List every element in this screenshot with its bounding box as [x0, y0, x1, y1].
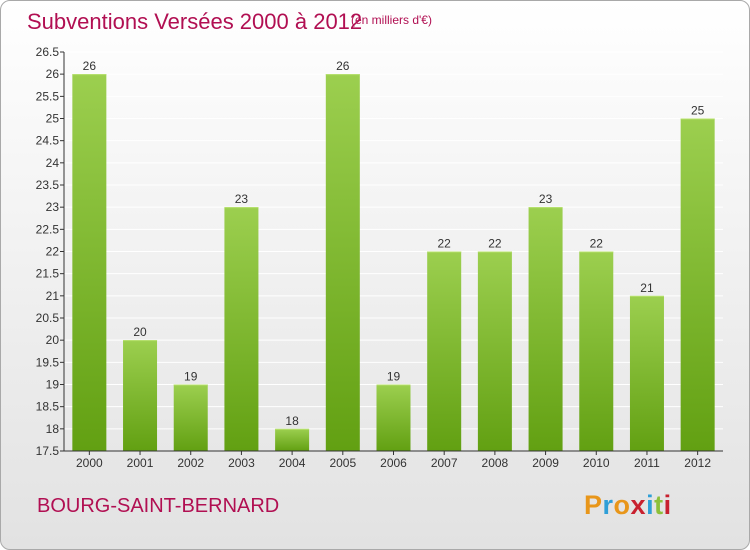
- logo-letter: P: [584, 490, 603, 520]
- x-tick-label: 2005: [329, 456, 356, 470]
- y-tick-label: 18: [46, 422, 60, 436]
- x-tick-label: 2000: [76, 456, 103, 470]
- y-tick-label: 19.5: [36, 355, 60, 369]
- data-label: 22: [438, 237, 452, 251]
- bar: [579, 251, 614, 451]
- data-label: 18: [285, 414, 299, 428]
- data-label: 19: [184, 370, 198, 384]
- x-tick-label: 2010: [583, 456, 610, 470]
- x-tick-label: 2007: [431, 456, 458, 470]
- y-tick-label: 18.5: [36, 400, 60, 414]
- x-tick-label: 2011: [634, 456, 660, 470]
- data-label: 21: [640, 281, 654, 295]
- data-label: 23: [539, 192, 553, 206]
- data-label: 26: [83, 59, 97, 73]
- bar: [629, 295, 664, 451]
- logo-letter: i: [663, 490, 672, 520]
- logo-letter: x: [630, 490, 647, 520]
- x-tick-label: 2002: [177, 456, 204, 470]
- logo-letter: i: [646, 490, 655, 520]
- y-tick-label: 26.5: [36, 45, 60, 59]
- bar: [72, 74, 107, 452]
- data-label: 22: [590, 237, 604, 251]
- y-tick-label: 22: [46, 245, 60, 259]
- data-label: 19: [387, 370, 401, 384]
- x-tick-label: 2006: [380, 456, 407, 470]
- y-tick-label: 17.5: [36, 444, 60, 458]
- y-tick-label: 22.5: [36, 222, 60, 236]
- x-tick-label: 2008: [482, 456, 509, 470]
- bar: [224, 207, 259, 451]
- data-label: 22: [488, 237, 502, 251]
- bar: [427, 251, 462, 451]
- bar: [680, 118, 715, 451]
- x-tick-label: 2004: [279, 456, 306, 470]
- y-tick-label: 20: [46, 333, 60, 347]
- logo-letter: o: [613, 490, 631, 520]
- y-tick-label: 24: [46, 156, 60, 170]
- bar: [275, 428, 310, 451]
- y-tick-label: 21: [46, 289, 60, 303]
- data-label: 26: [336, 59, 350, 73]
- bar: [376, 384, 411, 451]
- x-tick-label: 2012: [684, 456, 711, 470]
- y-tick-label: 23: [46, 200, 60, 214]
- commune-name: BOURG-SAINT-BERNARD: [37, 495, 280, 517]
- proxiti-logo: Proxiti: [584, 490, 672, 521]
- bar: [528, 207, 563, 451]
- data-label: 20: [133, 325, 147, 339]
- bar: [123, 340, 158, 451]
- y-tick-label: 24.5: [36, 134, 60, 148]
- bar: [173, 384, 208, 451]
- bar: [325, 74, 360, 452]
- chart-title: Subventions Versées 2000 à 2012: [27, 9, 363, 34]
- y-tick-label: 21.5: [36, 267, 60, 281]
- data-label: 25: [691, 104, 705, 118]
- y-tick-label: 23.5: [36, 178, 60, 192]
- y-tick-label: 20.5: [36, 311, 60, 325]
- x-tick-label: 2001: [127, 456, 154, 470]
- y-tick-label: 19: [46, 378, 60, 392]
- x-tick-label: 2003: [228, 456, 255, 470]
- chart-subtitle: (en milliers d'€): [351, 13, 432, 27]
- y-tick-label: 25: [46, 112, 60, 126]
- x-tick-label: 2009: [532, 456, 559, 470]
- bar: [477, 251, 512, 451]
- data-label: 23: [235, 192, 249, 206]
- y-tick-label: 25.5: [36, 89, 60, 103]
- logo-letter: t: [654, 490, 664, 520]
- logo-letter: r: [602, 490, 614, 520]
- y-tick-label: 26: [46, 67, 60, 81]
